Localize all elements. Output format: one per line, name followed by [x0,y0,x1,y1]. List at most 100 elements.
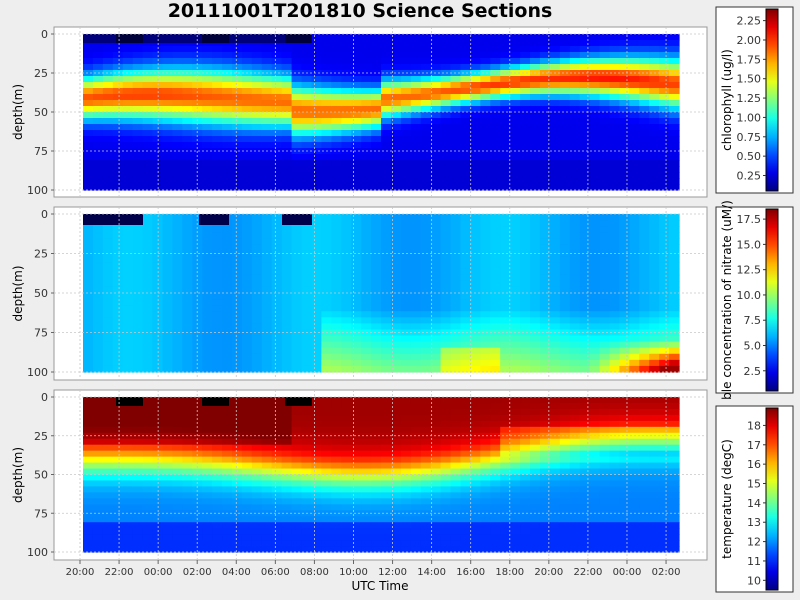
heatmap-cell [659,280,670,288]
heatmap-cell [361,402,372,410]
heatmap-cell [549,359,561,367]
heatmap-cell [311,94,322,101]
heatmap-cell [172,305,183,312]
heatmap-cell [311,142,322,149]
heatmap-cell [112,347,124,355]
heatmap-cell [639,432,650,440]
heatmap-cell [102,58,114,65]
heatmap-cell [192,58,203,65]
heatmap-cell [212,286,223,294]
heatmap-cell [559,498,571,505]
heatmap-cell [619,58,630,65]
heatmap-cell [251,426,263,434]
heatmap-cell [520,280,531,288]
heatmap-cell [430,166,442,173]
heatmap-cell [589,226,601,233]
heatmap-cell [222,323,233,331]
heatmap-cell [132,534,144,541]
x-tick-label: 14:00 [417,567,446,578]
heatmap-cell [241,402,253,410]
heatmap-cell [261,82,273,89]
page-title: 20111001T201810 Science Sections [167,0,553,22]
heatmap-cell [361,262,372,270]
heatmap-cell [520,528,531,535]
heatmap-cell [291,130,303,137]
heatmap-cell [172,317,183,324]
heatmap-cell [400,58,412,65]
heatmap-cell [212,305,223,312]
heatmap-cell [381,94,392,101]
heatmap-cell [460,438,471,446]
heatmap-cell [251,498,263,505]
heatmap-cell [539,274,551,282]
heatmap-cell [301,365,313,373]
heatmap-cell [470,76,481,83]
heatmap-cell [222,528,233,535]
heatmap-cell [629,88,640,95]
heatmap-cell [400,408,412,416]
heatmap-cell [102,142,114,149]
heatmap-cell [659,305,670,312]
heatmap-cell [549,365,561,373]
heatmap-cell [341,142,352,149]
heatmap-cell [410,130,422,137]
heatmap-cell [539,232,551,239]
heatmap-cell [410,220,422,227]
heatmap-cell [599,341,611,349]
heatmap-cell [619,286,630,294]
heatmap-cell [381,178,392,185]
heatmap-cell [480,335,491,343]
heatmap-cell [281,76,293,83]
heatmap-cell [371,52,382,59]
heatmap-cell [649,160,660,167]
heatmap-cell [480,58,491,65]
heatmap-cell [83,52,94,59]
heatmap-cell [440,359,452,367]
heatmap-cell [361,486,372,493]
heatmap-cell [450,444,462,452]
heatmap-cell [92,359,104,367]
heatmap-cell [460,492,471,499]
heatmap-cell [410,480,422,488]
heatmap-cell [311,498,322,505]
heatmap-cell [539,402,551,410]
heatmap-cell [172,341,183,349]
heatmap-cell [400,160,412,167]
heatmap-cell [490,438,501,446]
heatmap-cell [649,64,660,71]
heatmap-cell [609,100,620,107]
heatmap-cell [510,317,521,324]
heatmap-cell [172,299,183,306]
heatmap-cell [301,244,313,252]
heatmap-cell [281,226,293,233]
heatmap-cell [480,486,491,493]
heatmap-cell [430,118,442,125]
heatmap-cell [520,184,531,191]
heatmap-cell [639,34,650,41]
heatmap-cell [619,359,630,367]
heatmap-cell [659,244,670,252]
heatmap-cell [361,534,372,541]
heatmap-cell [361,347,372,355]
heatmap-cell [331,166,342,173]
heatmap-cell [559,480,571,488]
heatmap-cell [390,408,402,416]
heatmap-cell [599,486,611,493]
heatmap-cell [291,504,303,511]
heatmap-cell [470,305,481,312]
heatmap-cell [261,226,273,233]
heatmap-cell [619,365,630,373]
heatmap-cell [361,76,372,83]
heatmap-cell [460,402,471,410]
heatmap-cell [122,474,134,482]
heatmap-cell [480,540,491,547]
heatmap-cell [261,262,273,270]
heatmap-cell [579,311,591,318]
heatmap-cell [381,106,392,113]
heatmap-cell [172,402,183,410]
heatmap-cell [410,504,422,511]
heatmap-cell [291,335,303,343]
heatmap-cell [152,498,164,505]
heatmap-cell [341,299,352,306]
heatmap-cell [112,474,124,482]
